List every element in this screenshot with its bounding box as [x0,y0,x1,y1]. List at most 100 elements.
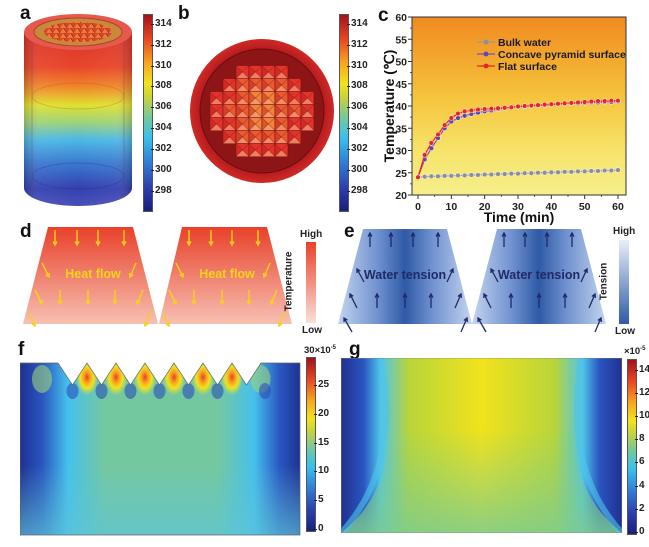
data-point [608,167,614,174]
legend-item: Concave pyramid surface [477,49,626,61]
data-point [588,168,594,174]
heat-flow-arrow [191,290,197,306]
pyramid-cell [222,117,237,131]
legend-marker [483,51,489,57]
heat-flow-arrow [28,312,36,328]
hot-spot [192,363,214,397]
y-tick-label: 45 [395,79,407,91]
water-tension-arrow [477,316,487,333]
pyramid-cell [261,143,276,157]
colorbar-tick: 300 [347,164,368,176]
temperature-low-label: Low [302,325,322,336]
pyramid-cell [274,91,289,105]
data-point [535,170,541,176]
y-tick-label: 30 [395,146,407,158]
pyramid-cell [248,117,263,131]
pyramid-cell [248,143,263,157]
heat-flow-arrow [255,230,261,247]
pyramid-cell [274,104,289,118]
data-point [462,108,468,114]
colorbar-tick: 25 [313,378,330,390]
data-point [482,106,488,112]
x-tick-label: 60 [612,201,624,213]
pyramid-cell [274,130,289,144]
panel-f-colorbar-max-text: 30×10 [304,345,331,357]
water-tension-arrow [388,231,394,247]
data-point [508,170,514,177]
data-point [528,170,534,176]
panel-c-label: c [378,5,389,26]
water-tension-arrow [544,231,550,247]
panel-e-label: e [344,221,355,242]
data-point [582,99,588,105]
pyramid-cell [300,104,315,118]
heat-flow-arrow [175,262,184,279]
data-point [535,102,541,108]
cold-spot [153,383,166,399]
panel-g-colorbar [627,359,637,535]
y-tick-label: 50 [395,57,407,69]
legend-marker [483,39,489,45]
data-point [462,172,468,179]
pyramid-cell [235,117,250,131]
colorbar-tick: 306 [151,101,172,113]
water-tension-arrow [435,231,441,247]
data-point [428,173,434,179]
heat-flow-arrow [269,289,278,306]
data-point [422,152,428,158]
heat-flow-arrow [229,230,235,247]
data-point [542,102,548,108]
panel-f-colorbar-max: 30×10-5 [304,345,336,356]
data-point [528,102,534,109]
water-tension-arrow [460,316,469,333]
data-point [515,103,521,110]
x-tick-label: 50 [579,201,591,213]
colorbar-tick: 314 [347,17,368,29]
pyramid-cell [235,104,250,118]
pyramid-cell [222,130,237,144]
water-tension-arrow [367,231,373,247]
heat-flow-arrow [41,262,50,279]
water-tension-arrow [454,292,463,309]
heat-flow-arrow [85,290,91,306]
x-tick-label: 40 [545,201,557,213]
pyramid-cell [287,91,302,105]
water-tension-arrow [569,231,575,247]
data-point [555,101,561,107]
pyramid-cell [248,130,263,144]
data-point [435,131,441,138]
pyramid-cell [248,78,263,92]
data-point [522,170,528,176]
panel-f-field-map [20,362,301,536]
data-point [495,171,501,177]
data-point [488,106,494,112]
panel-b-label: b [178,3,190,24]
y-tick-label: 20 [395,190,407,202]
tension-legend-title: Tension [598,262,610,301]
colorbar-tick: 308 [151,80,172,92]
colorbar-tick: 304 [347,122,368,134]
water-tension-arrow [508,292,514,308]
heat-flow-label-2: Heat flow [199,267,255,281]
panel-b-colorbar [339,14,349,212]
y-tick-label: 60 [395,12,407,24]
data-point [615,98,621,104]
data-point [542,170,548,176]
colorbar-tick: 312 [151,38,172,50]
water-tension-arrow [349,292,358,309]
colorbar-tick: 308 [347,80,368,92]
hot-spot [163,363,185,397]
heat-flow-arrow [208,230,214,247]
data-point [475,172,481,178]
water-tension-arrow [501,231,507,247]
heat-flow-arrow [34,289,43,306]
y-tick-label: 25 [395,168,407,180]
data-point [588,98,594,105]
legend-item: Flat surface [477,61,557,73]
water-tension-label-2: Water tension [498,268,580,282]
legend-item: Bulk water [477,37,551,49]
pyramid-cell [261,65,276,79]
colorbar-tick: 312 [347,38,368,50]
pyramid-cell [287,104,302,118]
water-tension-arrow [483,292,492,309]
